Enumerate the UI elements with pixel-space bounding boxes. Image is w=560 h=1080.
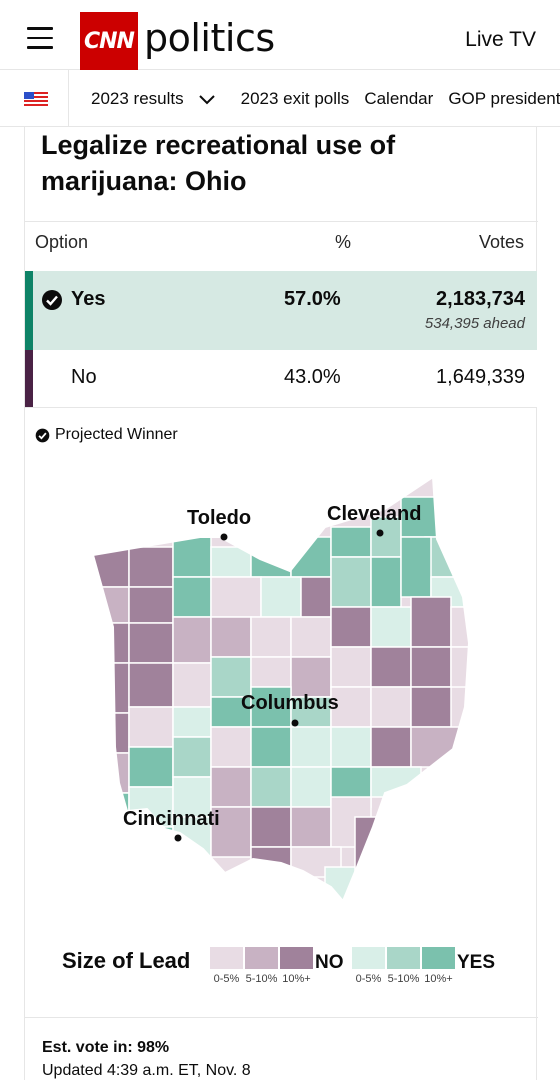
- legend-swatch-no-5-10: [245, 947, 278, 969]
- chevron-down-icon[interactable]: [198, 93, 216, 105]
- column-header-votes: Votes: [478, 232, 524, 252]
- option-votes: 2,183,734: [436, 288, 525, 310]
- city-label-cincinnati: Cincinnati: [123, 808, 220, 830]
- legend-no-range-labels: 0-5% 5-10% 10%+: [209, 973, 314, 985]
- live-tv-link[interactable]: Live TV: [465, 28, 536, 51]
- subnav-item-label: Calendar: [364, 89, 434, 108]
- result-row-no[interactable]: No 43.0% 1,649,339: [25, 350, 537, 408]
- race-title: Legalize recreational use of marijuana: …: [41, 130, 396, 196]
- updated-timestamp: Updated 4:39 a.m. ET, Nov. 8: [42, 1062, 251, 1079]
- option-name: Yes: [71, 288, 106, 310]
- section-name[interactable]: politics: [144, 16, 275, 60]
- result-row-yes[interactable]: Yes 57.0% 2,183,734 534,395 ahead: [25, 271, 537, 350]
- ohio-county-map[interactable]: Toledo Cleveland Columbus Cincinnati: [85, 467, 515, 917]
- option-percent: 43.0%: [284, 366, 341, 388]
- column-header-percent: %: [335, 232, 352, 252]
- logo-text: CNN: [84, 28, 135, 54]
- legend-range-label: 10%+: [282, 973, 311, 985]
- subnav-item-exit-polls[interactable]: 2023 exit polls: [241, 89, 350, 109]
- candidate-color-bar: [25, 271, 33, 350]
- menu-icon[interactable]: [27, 27, 53, 51]
- city-dot-columbus: [291, 719, 299, 727]
- legend-yes-range-labels: 0-5% 5-10% 10%+: [351, 973, 456, 985]
- legend-no-swatches: [210, 947, 313, 969]
- subnav-item-gop-presidential[interactable]: GOP presidential: [448, 89, 560, 109]
- column-header-option: Option: [35, 232, 89, 252]
- cnn-logo[interactable]: CNN: [80, 12, 138, 70]
- legend-yes-swatches: [352, 947, 455, 969]
- us-flag-icon: [24, 92, 48, 106]
- subnav-divider: [68, 70, 69, 126]
- legend-title: Size of Lead: [62, 948, 191, 973]
- legend-swatch-no-0-5: [210, 947, 243, 969]
- legend-swatch-yes-10-plus: [422, 947, 455, 969]
- legend-range-label: 0-5%: [213, 973, 240, 985]
- votes-ahead: 534,395 ahead: [424, 315, 525, 332]
- site-header: CNN politics Live TV: [0, 0, 560, 70]
- subnav-item-label: 2023 exit polls: [240, 89, 350, 108]
- option-votes: 1,649,339: [436, 366, 525, 388]
- subnav-item-label: GOP presidential: [448, 89, 560, 108]
- sub-navigation: 2023 results 2023 exit polls Calendar GO…: [0, 70, 560, 127]
- city-label-cleveland: Cleveland: [327, 503, 421, 525]
- city-label-toledo: Toledo: [187, 507, 251, 529]
- projected-winner-label: Projected Winner: [55, 426, 178, 443]
- city-label-columbus: Columbus: [241, 692, 339, 714]
- card-divider: [25, 1017, 538, 1018]
- legend-range-label: 10%+: [424, 973, 453, 985]
- subnav-item-label: 2023 results: [91, 89, 184, 108]
- legend-swatch-yes-0-5: [352, 947, 385, 969]
- subnav-item-2023-results[interactable]: 2023 results: [91, 89, 226, 109]
- legend-range-label: 5-10%: [245, 973, 278, 985]
- subnav-item-calendar[interactable]: Calendar: [364, 89, 433, 109]
- legend-yes-label: YES: [457, 952, 496, 973]
- legend-range-label: 5-10%: [387, 973, 420, 985]
- option-percent: 57.0%: [284, 288, 341, 310]
- legend-no-label: NO: [315, 952, 344, 973]
- legend-range-label: 0-5%: [355, 973, 382, 985]
- est-vote-in: Est. vote in: 98%: [42, 1039, 170, 1056]
- winner-check-icon: [35, 428, 50, 442]
- city-dot-toledo: [220, 533, 228, 541]
- race-card: Legalize recreational use of marijuana: …: [24, 127, 538, 1080]
- projected-winner-legend: Projected Winner: [35, 426, 178, 444]
- legend-swatch-yes-5-10: [387, 947, 420, 969]
- city-dot-cincinnati: [174, 834, 182, 842]
- table-divider: [25, 221, 538, 222]
- city-dot-cleveland: [376, 529, 384, 537]
- option-name: No: [71, 366, 97, 388]
- legend-swatch-no-10-plus: [280, 947, 313, 969]
- candidate-color-bar: [25, 350, 33, 407]
- winner-check-icon: [42, 290, 62, 310]
